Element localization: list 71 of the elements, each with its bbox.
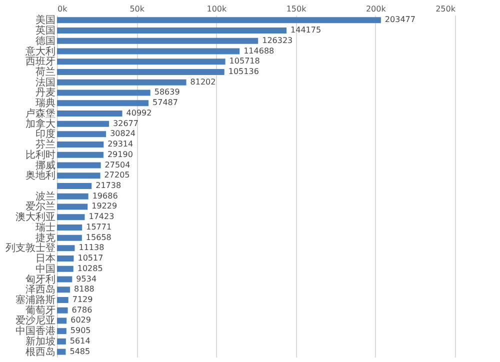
data-label: 144175 <box>290 26 322 35</box>
x-tick-label: 50k <box>130 4 145 14</box>
y-tick-label: 法国 <box>36 76 56 88</box>
y-tick-label: 印度 <box>36 128 56 140</box>
x-tick-label: 150k <box>286 4 307 14</box>
data-label: 17423 <box>88 212 114 222</box>
x-tick-label: 0k <box>58 4 68 14</box>
data-label: 6029 <box>70 316 91 325</box>
data-label: 29314 <box>108 140 134 149</box>
y-tick-label: 波兰 <box>36 190 56 202</box>
data-label: 57487 <box>152 98 178 108</box>
data-label: 9534 <box>76 274 97 284</box>
y-tick-label: 奥地利 <box>26 170 56 182</box>
y-tick-label: 挪威 <box>36 159 56 172</box>
data-label: 5485 <box>70 346 90 356</box>
data-label: 6786 <box>72 305 92 314</box>
y-tick-label: 爱尔兰 <box>26 200 56 213</box>
data-label: 15771 <box>86 222 112 232</box>
y-tick-label: 英国 <box>36 24 56 37</box>
data-label: 32677 <box>113 118 138 128</box>
data-label: 19686 <box>92 191 118 200</box>
y-tick-label: 中国香港 <box>16 325 56 338</box>
data-label: 105136 <box>228 67 259 76</box>
data-label: 203477 <box>384 15 416 24</box>
data-label: 19229 <box>92 202 118 211</box>
x-tick-label: 200k <box>366 4 386 14</box>
y-tick-label: 塞浦路斯 <box>16 294 56 306</box>
y-tick-label: 捷克 <box>36 232 56 244</box>
data-label: 21738 <box>96 181 122 190</box>
y-tick-label: 丹麦 <box>36 86 56 99</box>
data-label: 8188 <box>74 284 94 294</box>
data-label: 27504 <box>104 160 130 170</box>
data-label: 27205 <box>104 170 130 180</box>
data-label: 30824 <box>110 129 136 138</box>
y-tick-label: 荷兰 <box>36 66 56 78</box>
data-label: 114688 <box>244 46 274 56</box>
y-tick-label: 瑞士 <box>36 221 56 234</box>
data-label: 81202 <box>190 77 216 86</box>
y-tick-label: 卢森堡 <box>26 107 56 120</box>
data-label: 58639 <box>154 88 180 97</box>
x-tick-label: 250k <box>436 4 456 14</box>
data-label: 29190 <box>107 150 133 159</box>
y-tick-label: 加拿大 <box>26 118 56 130</box>
y-tick-label: 列支敦士登 <box>6 242 56 254</box>
y-tick-label: 澳大利亚 <box>16 211 56 224</box>
y-tick-label: 西班牙 <box>26 56 56 68</box>
y-tick-label: 根西岛 <box>26 346 56 358</box>
y-tick-label: 爱沙尼亚 <box>16 314 56 327</box>
y-tick-label: 新加坡 <box>26 335 56 348</box>
y-tick-label: 匈牙利 <box>26 273 56 286</box>
y-tick-label: 中国 <box>36 262 56 275</box>
y-tick-label: 意大利 <box>24 45 56 58</box>
data-label: 105718 <box>229 56 260 66</box>
y-tick-label: 芬兰 <box>36 138 56 151</box>
data-label: 7129 <box>72 295 93 304</box>
y-tick-label: 葡萄牙 <box>26 304 56 316</box>
y-tick-label: 瑞典 <box>36 97 56 110</box>
data-label: 5905 <box>70 326 91 336</box>
data-label: 126323 <box>262 36 293 45</box>
x-tick-label: 100k <box>206 4 228 14</box>
data-label: 5614 <box>70 336 90 346</box>
data-label: 15658 <box>86 232 112 242</box>
y-tick-label: 德国 <box>36 36 56 47</box>
y-tick-label: 日本 <box>36 252 56 265</box>
data-label: 40992 <box>126 108 152 118</box>
data-label: 11138 <box>78 243 104 252</box>
y-tick-label: 美国 <box>36 14 56 26</box>
y-tick-label: 泽西岛 <box>26 284 56 296</box>
data-label: 10517 <box>78 254 104 263</box>
data-label: 10285 <box>77 264 103 273</box>
y-tick-label: 比利时 <box>26 148 56 161</box>
